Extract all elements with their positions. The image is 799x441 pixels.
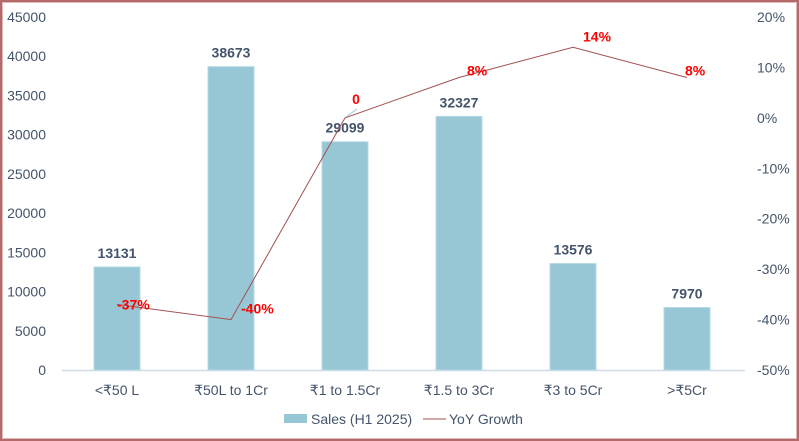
left-axis-tick: 0 bbox=[38, 362, 46, 378]
left-axis-tick: 10000 bbox=[7, 284, 46, 300]
legend-swatch-sales bbox=[284, 414, 307, 423]
bar-sales bbox=[663, 306, 711, 371]
x-axis-category-label: ₹3 to 5Cr bbox=[544, 382, 603, 398]
x-axis-category-label: >₹5Cr bbox=[667, 382, 707, 398]
left-axis-tick: 30000 bbox=[7, 127, 46, 143]
right-axis-tick: 0% bbox=[757, 110, 777, 126]
line-data-label: -40% bbox=[241, 301, 274, 317]
bar-data-label: 13131 bbox=[98, 245, 137, 261]
bar-sales bbox=[435, 115, 483, 371]
right-axis-tick: -50% bbox=[757, 362, 790, 378]
line-yoy-growth bbox=[116, 46, 688, 321]
right-axis-tick: 20% bbox=[757, 9, 785, 25]
right-axis-tick: -20% bbox=[757, 211, 790, 227]
line-data-label: -37% bbox=[117, 296, 150, 312]
x-axis-category-label: ₹1.5 to 3Cr bbox=[424, 382, 495, 398]
left-axis-tick: 5000 bbox=[15, 323, 46, 339]
left-axis-tick: 35000 bbox=[7, 87, 46, 103]
bar-sales bbox=[549, 263, 597, 371]
right-axis-tick: 10% bbox=[757, 59, 785, 75]
line-data-label: 0 bbox=[352, 91, 360, 107]
bar-sales bbox=[207, 66, 255, 371]
right-axis-tick: -40% bbox=[757, 312, 790, 328]
legend-label-yoy: YoY Growth bbox=[449, 411, 523, 427]
bar-data-label: 7970 bbox=[671, 285, 702, 301]
left-axis-tick: 25000 bbox=[7, 166, 46, 182]
bar-data-label: 13576 bbox=[554, 242, 593, 258]
left-axis-tick: 20000 bbox=[7, 205, 46, 221]
bar-data-label: 32327 bbox=[440, 94, 479, 110]
left-axis-tick: 15000 bbox=[7, 244, 46, 260]
x-axis-category-label: ₹50L to 1Cr bbox=[194, 382, 268, 398]
legend-label-sales: Sales (H1 2025) bbox=[311, 411, 412, 427]
bar-data-label: 29099 bbox=[326, 120, 365, 136]
data-label-leader-line bbox=[345, 108, 358, 118]
bar-data-label: 38673 bbox=[212, 45, 251, 61]
x-axis-category-label: ₹1 to 1.5Cr bbox=[310, 382, 381, 398]
right-axis-tick: -10% bbox=[757, 160, 790, 176]
bar-sales bbox=[321, 141, 369, 371]
bar-sales bbox=[93, 266, 141, 371]
line-data-label: 8% bbox=[467, 63, 488, 79]
right-axis-tick: -30% bbox=[757, 261, 790, 277]
left-axis-tick: 45000 bbox=[7, 9, 46, 25]
left-axis-tick: 40000 bbox=[7, 48, 46, 64]
line-data-label: 14% bbox=[583, 28, 612, 44]
x-axis-category-label: <₹50 L bbox=[95, 382, 140, 398]
line-data-label: 8% bbox=[685, 63, 706, 79]
